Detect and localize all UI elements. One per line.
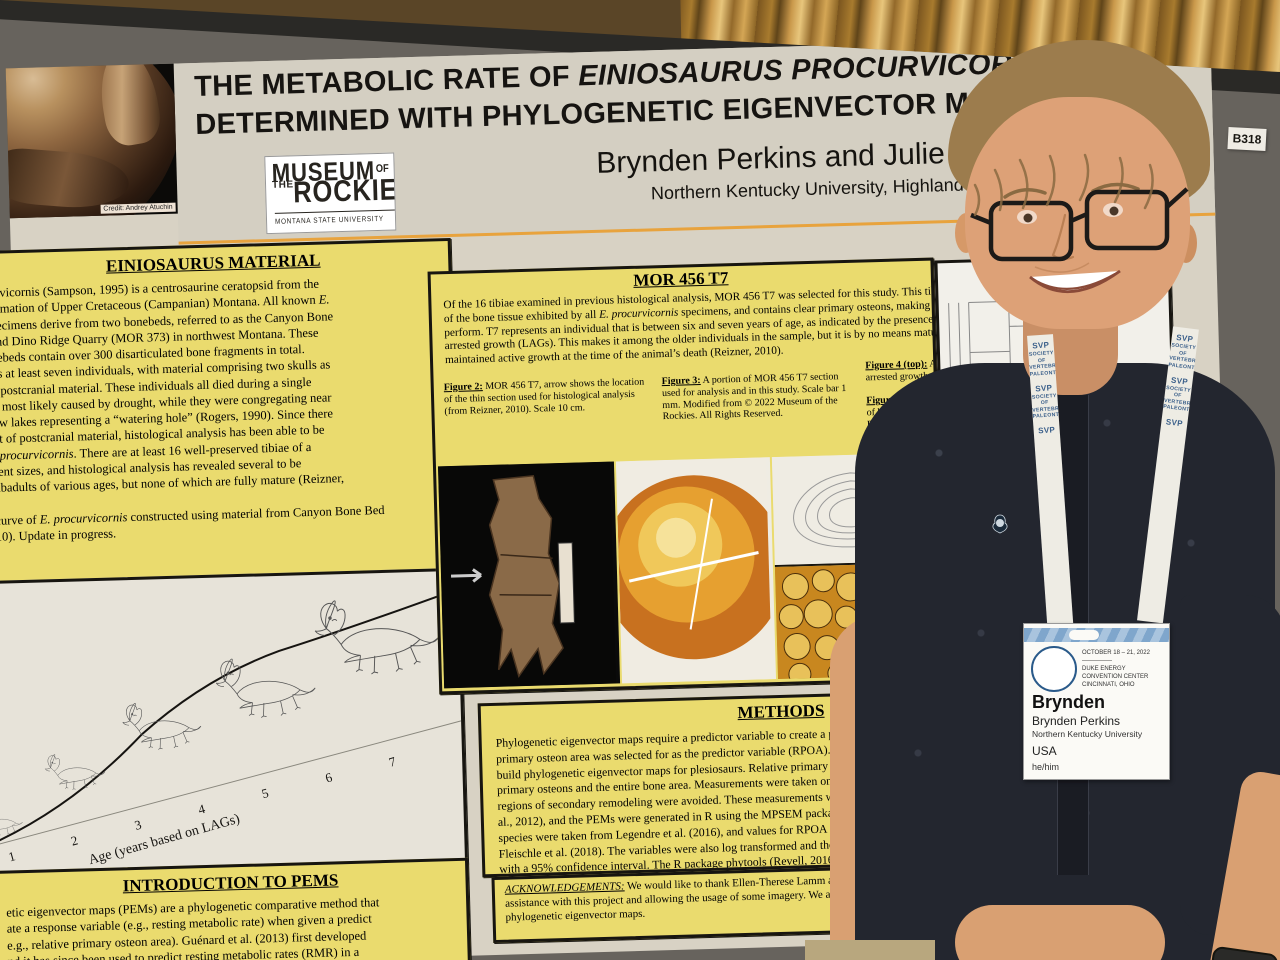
svg-text:7: 7 — [387, 753, 398, 769]
svg-text:6: 6 — [324, 769, 335, 785]
svg-text:4: 4 — [196, 801, 207, 817]
svg-text:2: 2 — [69, 832, 79, 848]
svg-text:1: 1 — [7, 848, 17, 864]
svg-text:3: 3 — [133, 817, 143, 833]
svg-text:Age (years based on LAGs): Age (years based on LAGs) — [87, 812, 242, 869]
svg-text:5: 5 — [260, 785, 270, 801]
